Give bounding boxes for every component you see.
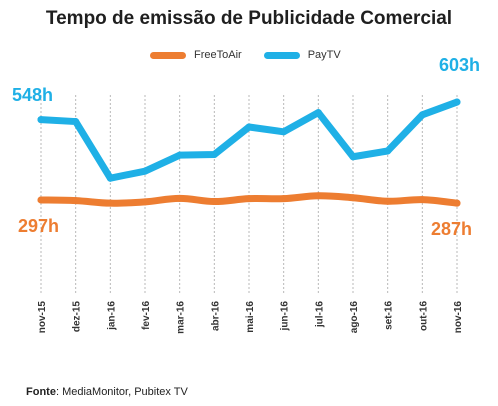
legend-item-freetoair: FreeToAir: [150, 49, 242, 61]
legend-swatch-paytv: [263, 51, 300, 59]
x-tick-label-mar-16: mar-16: [176, 301, 187, 334]
data-point-paytv-out-16: [418, 111, 426, 119]
data-point-paytv-nov-16: [453, 98, 461, 106]
x-tick-label-out-16: out-16: [418, 301, 429, 331]
x-tick-label-fev-16: fev-16: [141, 301, 152, 330]
data-point-paytv-fev-16: [141, 167, 149, 175]
data-point-paytv-dez-15: [72, 118, 80, 126]
series-lines: [37, 98, 461, 207]
x-tick-label-jul-16: jul-16: [314, 301, 325, 329]
x-tick-label-jun-16: jun-16: [280, 301, 291, 332]
data-point-freetoair-set-16: [384, 197, 392, 205]
chart-title: Tempo de emissão de Publicidade Comercia…: [45, 8, 453, 29]
data-point-freetoair-jul-16: [314, 192, 322, 200]
legend: FreeToAir PayTV: [150, 47, 363, 63]
data-point-freetoair-abr-16: [210, 198, 218, 206]
data-point-paytv-jan-16: [106, 174, 114, 182]
source-label: Fonte: [26, 386, 56, 398]
data-point-paytv-abr-16: [210, 151, 218, 159]
x-tick-label-nov-16: nov-16: [453, 301, 464, 334]
data-point-freetoair-nov-16: [453, 199, 461, 207]
source-text: : MediaMonitor, Pubitex TV: [55, 386, 188, 398]
data-point-paytv-set-16: [384, 147, 392, 155]
data-point-freetoair-nov-15: [37, 196, 45, 204]
data-point-freetoair-mai-16: [245, 195, 253, 203]
annotation-paytv-end: 603h: [439, 55, 481, 75]
data-point-paytv-jul-16: [314, 109, 322, 117]
x-tick-label-ago-16: ago-16: [349, 301, 360, 334]
x-tick-labels: nov-15 dez-15 jan-16 fev-16 mar-16 abr-16 mai-…: [37, 301, 464, 334]
x-tick-label-dez-15: dez-15: [72, 301, 83, 333]
legend-label-freetoair: FreeToAir: [194, 49, 242, 61]
data-point-paytv-mar-16: [176, 151, 184, 159]
data-point-paytv-nov-15: [37, 116, 45, 124]
x-tick-label-jan-16: jan-16: [106, 301, 117, 331]
data-point-freetoair-mar-16: [176, 194, 184, 202]
x-tick-label-set-16: set-16: [384, 301, 395, 330]
data-point-paytv-ago-16: [349, 153, 357, 161]
data-point-paytv-jun-16: [280, 128, 288, 136]
data-point-freetoair-fev-16: [141, 198, 149, 206]
data-point-freetoair-out-16: [418, 196, 426, 204]
x-tick-label-mai-16: mai-16: [245, 301, 256, 333]
data-point-freetoair-dez-15: [72, 197, 80, 205]
data-point-freetoair-jan-16: [106, 199, 114, 207]
legend-label-paytv: PayTV: [307, 49, 341, 61]
source-note: Fonte: MediaMonitor, Pubitex TV: [26, 386, 188, 398]
data-point-freetoair-ago-16: [349, 194, 357, 202]
annotation-paytv-start: 548h: [12, 85, 54, 105]
data-point-freetoair-jun-16: [280, 195, 288, 203]
x-tick-label-nov-15: nov-15: [37, 301, 48, 334]
legend-swatch-freetoair: [150, 51, 186, 59]
annotation-freetoair-end: 287h: [431, 219, 473, 239]
x-tick-label-abr-16: abr-16: [210, 301, 221, 331]
data-point-paytv-mai-16: [245, 123, 253, 131]
legend-item-paytv: PayTV: [263, 49, 341, 61]
annotation-freetoair-start: 297h: [18, 216, 60, 236]
